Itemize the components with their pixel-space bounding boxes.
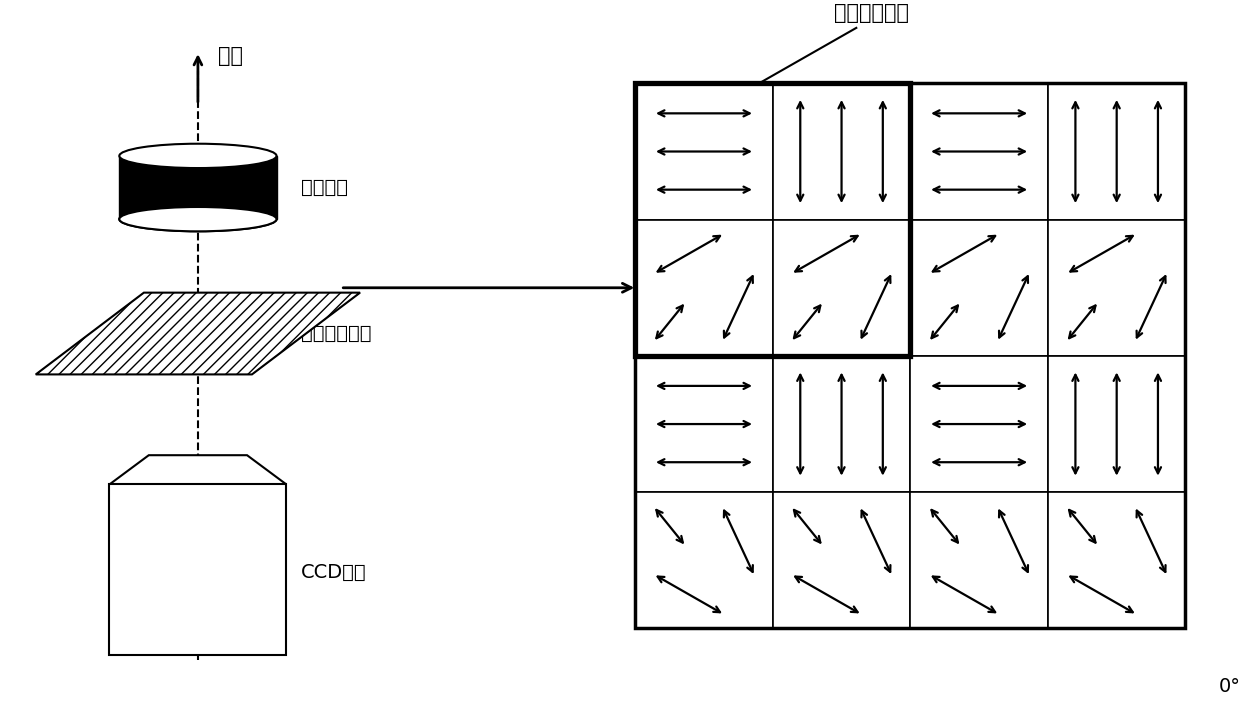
Text: 偏振测量单元: 偏振测量单元: [833, 3, 909, 23]
Bar: [910, 84, 1048, 220]
Bar: [635, 220, 773, 356]
Text: 广角镜头: 广角镜头: [301, 178, 348, 197]
Ellipse shape: [119, 207, 277, 232]
Bar: [773, 84, 910, 220]
Bar: [1048, 220, 1185, 356]
Text: CCD相机: CCD相机: [301, 562, 367, 581]
Bar: [119, 156, 277, 219]
Bar: [1048, 492, 1185, 628]
Bar: [635, 492, 773, 628]
Text: 四象限偏振片: 四象限偏振片: [301, 324, 372, 343]
Bar: [910, 492, 1048, 628]
Polygon shape: [109, 455, 286, 484]
Bar: [1048, 84, 1185, 220]
Bar: [773, 220, 910, 356]
Polygon shape: [36, 293, 360, 374]
Bar: [635, 84, 773, 220]
Bar: [773, 356, 910, 492]
Bar: [773, 492, 910, 628]
Text: 光轴: 光轴: [217, 46, 243, 66]
Bar: [1048, 356, 1185, 492]
Bar: [910, 356, 1048, 492]
Bar: [635, 84, 910, 356]
Bar: [635, 356, 773, 492]
Bar: [109, 484, 286, 655]
Ellipse shape: [119, 207, 277, 232]
Bar: [910, 220, 1048, 356]
Ellipse shape: [119, 144, 277, 168]
Text: 0°: 0°: [1219, 677, 1240, 696]
Bar: [635, 84, 1185, 628]
